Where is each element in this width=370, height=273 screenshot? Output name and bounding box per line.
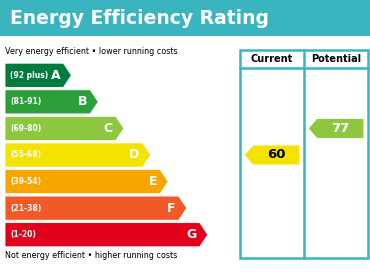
Polygon shape bbox=[5, 63, 71, 87]
Text: A: A bbox=[51, 69, 60, 82]
Polygon shape bbox=[5, 90, 98, 114]
Polygon shape bbox=[308, 118, 364, 138]
Polygon shape bbox=[5, 116, 124, 141]
Text: C: C bbox=[104, 122, 113, 135]
Polygon shape bbox=[5, 170, 168, 194]
Text: (39-54): (39-54) bbox=[10, 177, 41, 186]
Polygon shape bbox=[5, 196, 187, 220]
Text: (81-91): (81-91) bbox=[10, 97, 41, 106]
Text: Very energy efficient • lower running costs: Very energy efficient • lower running co… bbox=[5, 48, 178, 57]
Text: (21-38): (21-38) bbox=[10, 204, 41, 213]
Text: F: F bbox=[167, 202, 176, 215]
Text: (1-20): (1-20) bbox=[10, 230, 36, 239]
Text: 77: 77 bbox=[332, 122, 350, 135]
Text: Energy Efficiency Rating: Energy Efficiency Rating bbox=[10, 8, 269, 28]
Text: E: E bbox=[149, 175, 157, 188]
Text: B: B bbox=[78, 95, 87, 108]
Polygon shape bbox=[5, 143, 151, 167]
Text: (92 plus): (92 plus) bbox=[10, 71, 48, 80]
Polygon shape bbox=[5, 222, 208, 247]
Text: Potential: Potential bbox=[311, 54, 361, 64]
Bar bbox=[0, 0, 370, 36]
Text: (69-80): (69-80) bbox=[10, 124, 41, 133]
Text: 60: 60 bbox=[267, 149, 286, 162]
Text: (55-68): (55-68) bbox=[10, 150, 41, 159]
Text: G: G bbox=[186, 228, 197, 241]
Text: Current: Current bbox=[251, 54, 293, 64]
Text: Not energy efficient • higher running costs: Not energy efficient • higher running co… bbox=[5, 251, 177, 260]
Bar bbox=[240, 50, 368, 258]
Polygon shape bbox=[244, 145, 300, 165]
Text: D: D bbox=[130, 149, 139, 162]
